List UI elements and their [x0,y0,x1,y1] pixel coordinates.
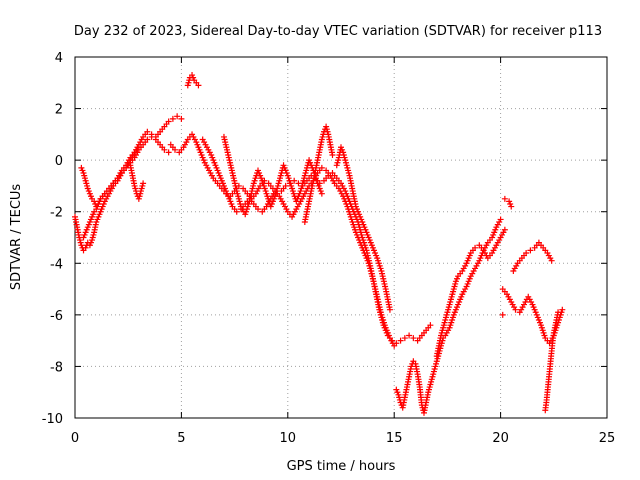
y-tick-label: 2 [55,103,63,118]
y-tick-label: -10 [42,412,63,427]
data-point [555,309,562,316]
series-track-p [501,195,515,210]
data-point [165,149,172,156]
axis-ticks [74,56,608,419]
data-point [135,144,142,151]
series-track-h [220,133,325,218]
data-point [499,311,506,318]
series-track-m [499,286,566,347]
data-point [410,335,417,342]
data-point [559,306,566,313]
data-point [172,146,179,153]
y-tick-label: -6 [50,309,63,324]
data-point [169,115,176,122]
data-point [391,342,398,349]
data-point [527,247,534,254]
data-point [548,257,555,264]
data-point [508,203,515,210]
x-tick-label: 15 [386,431,403,446]
data-point [174,113,181,120]
series-track-j [333,144,393,313]
series-track-d [127,162,147,202]
y-tick-label: -2 [50,206,63,221]
data-point [178,115,185,122]
series-track-c [80,144,142,241]
data-point [144,136,151,143]
y-axis-label: SDTVAR / TECUs [9,184,24,291]
data-point [233,208,240,215]
x-tick-label: 10 [280,431,297,446]
y-tick-label: -4 [50,257,63,272]
data-point [401,335,408,342]
x-tick-labels: 0 5 10 15 20 25 [71,431,615,446]
x-tick-label: 5 [177,431,185,446]
series-track-i [301,123,336,226]
data-point [501,226,508,233]
x-tick-label: 20 [492,431,509,446]
chart-title: Day 232 of 2023, Sidereal Day-to-day VTE… [74,24,602,39]
series-track-f [167,131,434,347]
data-point [386,306,393,313]
x-tick-label: 25 [599,431,616,446]
data-point [161,146,168,153]
data-point [282,182,289,189]
data-point [318,164,325,171]
y-tick-label: -8 [50,360,63,375]
data-point [512,306,519,313]
data-point [397,337,404,344]
data-point [523,249,530,256]
series-track-l [433,226,508,360]
data-point [148,133,155,140]
data-point [255,206,262,213]
data-point [165,118,172,125]
x-tick-label: 0 [71,431,79,446]
data-point [501,195,508,202]
series-track-b [78,133,172,210]
series-track-g [199,136,398,349]
x-axis-label: GPS time / hours [287,459,396,474]
series-track-o [542,309,562,414]
y-tick-label: 0 [55,154,63,169]
data-point [144,128,151,135]
y-tick-label: 4 [55,51,63,66]
grid-lines [75,57,607,418]
data-point [497,216,504,223]
data-point [329,151,336,158]
series-track-n [510,239,555,275]
plot-frame [74,56,608,419]
series-track-k [393,216,504,416]
series-track-q [499,311,506,318]
data-point [318,190,325,197]
data-point [472,244,479,251]
series-track-e [184,72,202,89]
data-point [406,332,413,339]
data-points [72,72,566,416]
data-point [140,180,147,187]
y-tick-labels: -10 -8 -6 -4 -2 0 2 4 [42,51,63,427]
data-point [427,322,434,329]
data-point [195,82,202,89]
